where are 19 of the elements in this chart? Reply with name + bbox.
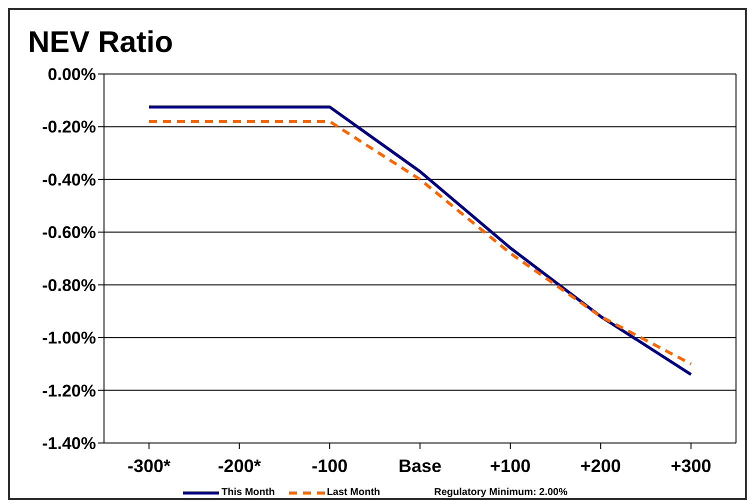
x-tick-label: +300 (670, 456, 712, 476)
y-tick-label: -0.20% (42, 118, 96, 137)
x-tick-label: -200* (218, 456, 261, 476)
x-tick-label: +100 (490, 456, 531, 476)
legend-label: Last Month (326, 487, 380, 498)
y-tick-label: -1.40% (42, 434, 96, 454)
chart-title: NEV Ratio (28, 26, 174, 60)
y-tick-label: -0.80% (42, 276, 96, 295)
y-tick-label: 0.00% (48, 65, 96, 84)
legend-label: This Month (221, 487, 275, 498)
x-tick-label: +200 (580, 456, 621, 476)
y-tick-label: -0.40% (42, 170, 96, 190)
text: Regulatory Minimum: 2.00% (434, 487, 568, 498)
y-tick-label: -1.00% (42, 328, 96, 348)
y-tick-label: -0.60% (42, 223, 96, 242)
y-tick-label: -1.20% (42, 381, 96, 400)
x-tick-label: Base (398, 456, 442, 476)
x-tick-label: -100 (312, 456, 348, 476)
x-tick-label: -300* (127, 456, 171, 476)
